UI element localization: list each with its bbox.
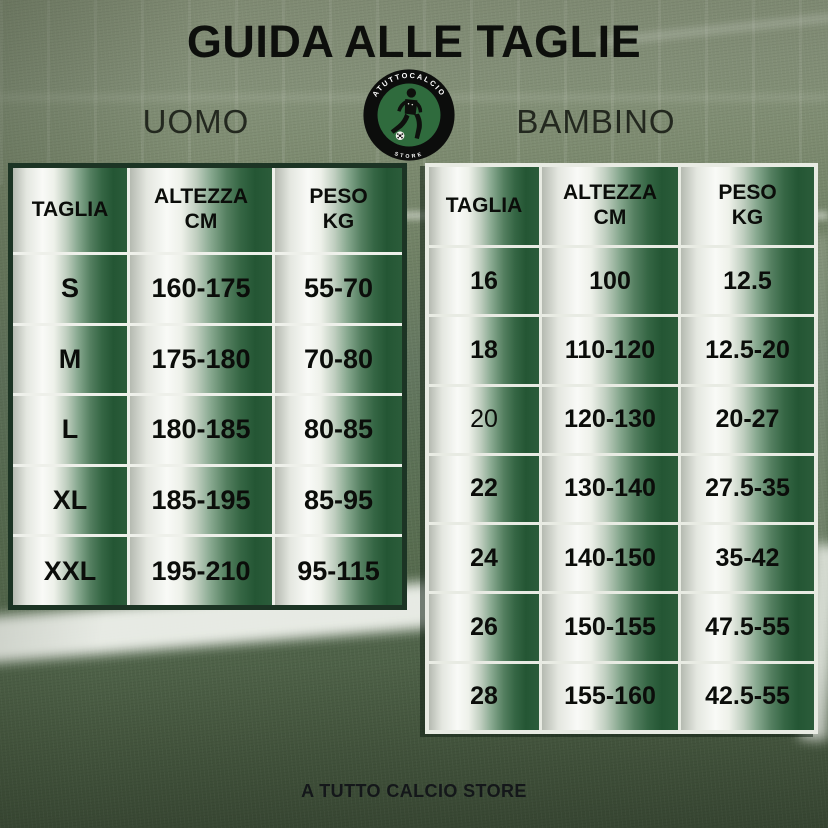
- table-cell: 195-210: [130, 537, 272, 605]
- table-cell: 12.5: [681, 248, 814, 315]
- logo-store-text: STORE: [394, 151, 425, 160]
- table-header-line: ALTEZZA: [562, 181, 658, 205]
- table-header-altezza: ALTEZZA CM: [130, 168, 272, 252]
- table-cell: M: [13, 325, 127, 394]
- page-title: GUIDA ALLE TAGLIE: [186, 16, 642, 67]
- table-cell: 155-160: [542, 663, 678, 730]
- table-header-line: PESO: [309, 185, 368, 209]
- table-cell: 110-120: [542, 317, 678, 384]
- table-cell: 18: [429, 317, 539, 384]
- table-cell: 22: [429, 455, 539, 523]
- table-cell: XL: [13, 466, 127, 535]
- table-header-line: ALTEZZA: [153, 185, 249, 209]
- table-cell: 16: [429, 248, 539, 315]
- table-cell: XXL: [13, 537, 127, 605]
- table-header-line: KG: [322, 210, 355, 233]
- table-cell: S: [13, 255, 127, 323]
- bambino-section-label: BAMBINO: [516, 103, 676, 140]
- table-cell: 42.5-55: [681, 663, 814, 730]
- table-cell: 100: [542, 248, 678, 315]
- jersey-detail: [407, 102, 410, 105]
- soccer-ball-icon: [395, 131, 405, 141]
- table-cell: 35-42: [681, 525, 814, 592]
- table-cell: 47.5-55: [681, 594, 814, 661]
- table-cell: 180-185: [130, 396, 272, 464]
- table-cell: 130-140: [542, 455, 678, 523]
- table-cell: 150-155: [542, 594, 678, 661]
- table-cell: 175-180: [130, 325, 272, 394]
- table-header-line: CM: [184, 210, 218, 233]
- table-header-line: KG: [731, 206, 764, 229]
- table-cell: 120-130: [542, 386, 678, 453]
- table-cell: 26: [429, 594, 539, 661]
- uomo-size-table: TAGLIA ALTEZZA CM PESO KG S 160-175 55-7…: [8, 163, 407, 610]
- table-header-line: CM: [593, 206, 627, 229]
- jersey-detail: [411, 103, 414, 106]
- table-header-taglia: TAGLIA: [429, 167, 539, 245]
- store-logo: ATUTTOCALCIO STORE: [362, 68, 456, 162]
- table-cell: 80-85: [275, 396, 402, 464]
- table-cell: 20: [429, 386, 539, 453]
- table-cell: 55-70: [275, 255, 402, 323]
- table-cell: L: [13, 396, 127, 464]
- table-cell: 28: [429, 663, 539, 730]
- footer-store-name: A TUTTO CALCIO STORE: [301, 781, 527, 801]
- table-cell: 95-115: [275, 537, 402, 605]
- table-cell: 160-175: [130, 255, 272, 323]
- soccer-player-icon: [390, 88, 423, 139]
- table-header-taglia: TAGLIA: [13, 168, 127, 252]
- table-cell: 24: [429, 525, 539, 592]
- bambino-size-table: TAGLIA ALTEZZA CM PESO KG 16 100 12.5 18…: [425, 163, 818, 734]
- table-cell: 70-80: [275, 325, 402, 394]
- table-cell: 185-195: [130, 466, 272, 535]
- pitch-white-line: [816, 235, 828, 555]
- table-cell: 12.5-20: [681, 317, 814, 384]
- table-header-peso: PESO KG: [681, 167, 814, 245]
- table-cell: 27.5-35: [681, 455, 814, 523]
- store-logo-graphic: ATUTTOCALCIO STORE: [363, 69, 455, 161]
- uomo-section-label: UOMO: [142, 103, 250, 140]
- table-cell: 85-95: [275, 466, 402, 535]
- table-header-line: PESO: [718, 181, 777, 205]
- table-header-altezza: ALTEZZA CM: [542, 167, 678, 245]
- table-header-peso: PESO KG: [275, 168, 402, 252]
- table-cell: 20-27: [681, 386, 814, 453]
- table-cell: 140-150: [542, 525, 678, 592]
